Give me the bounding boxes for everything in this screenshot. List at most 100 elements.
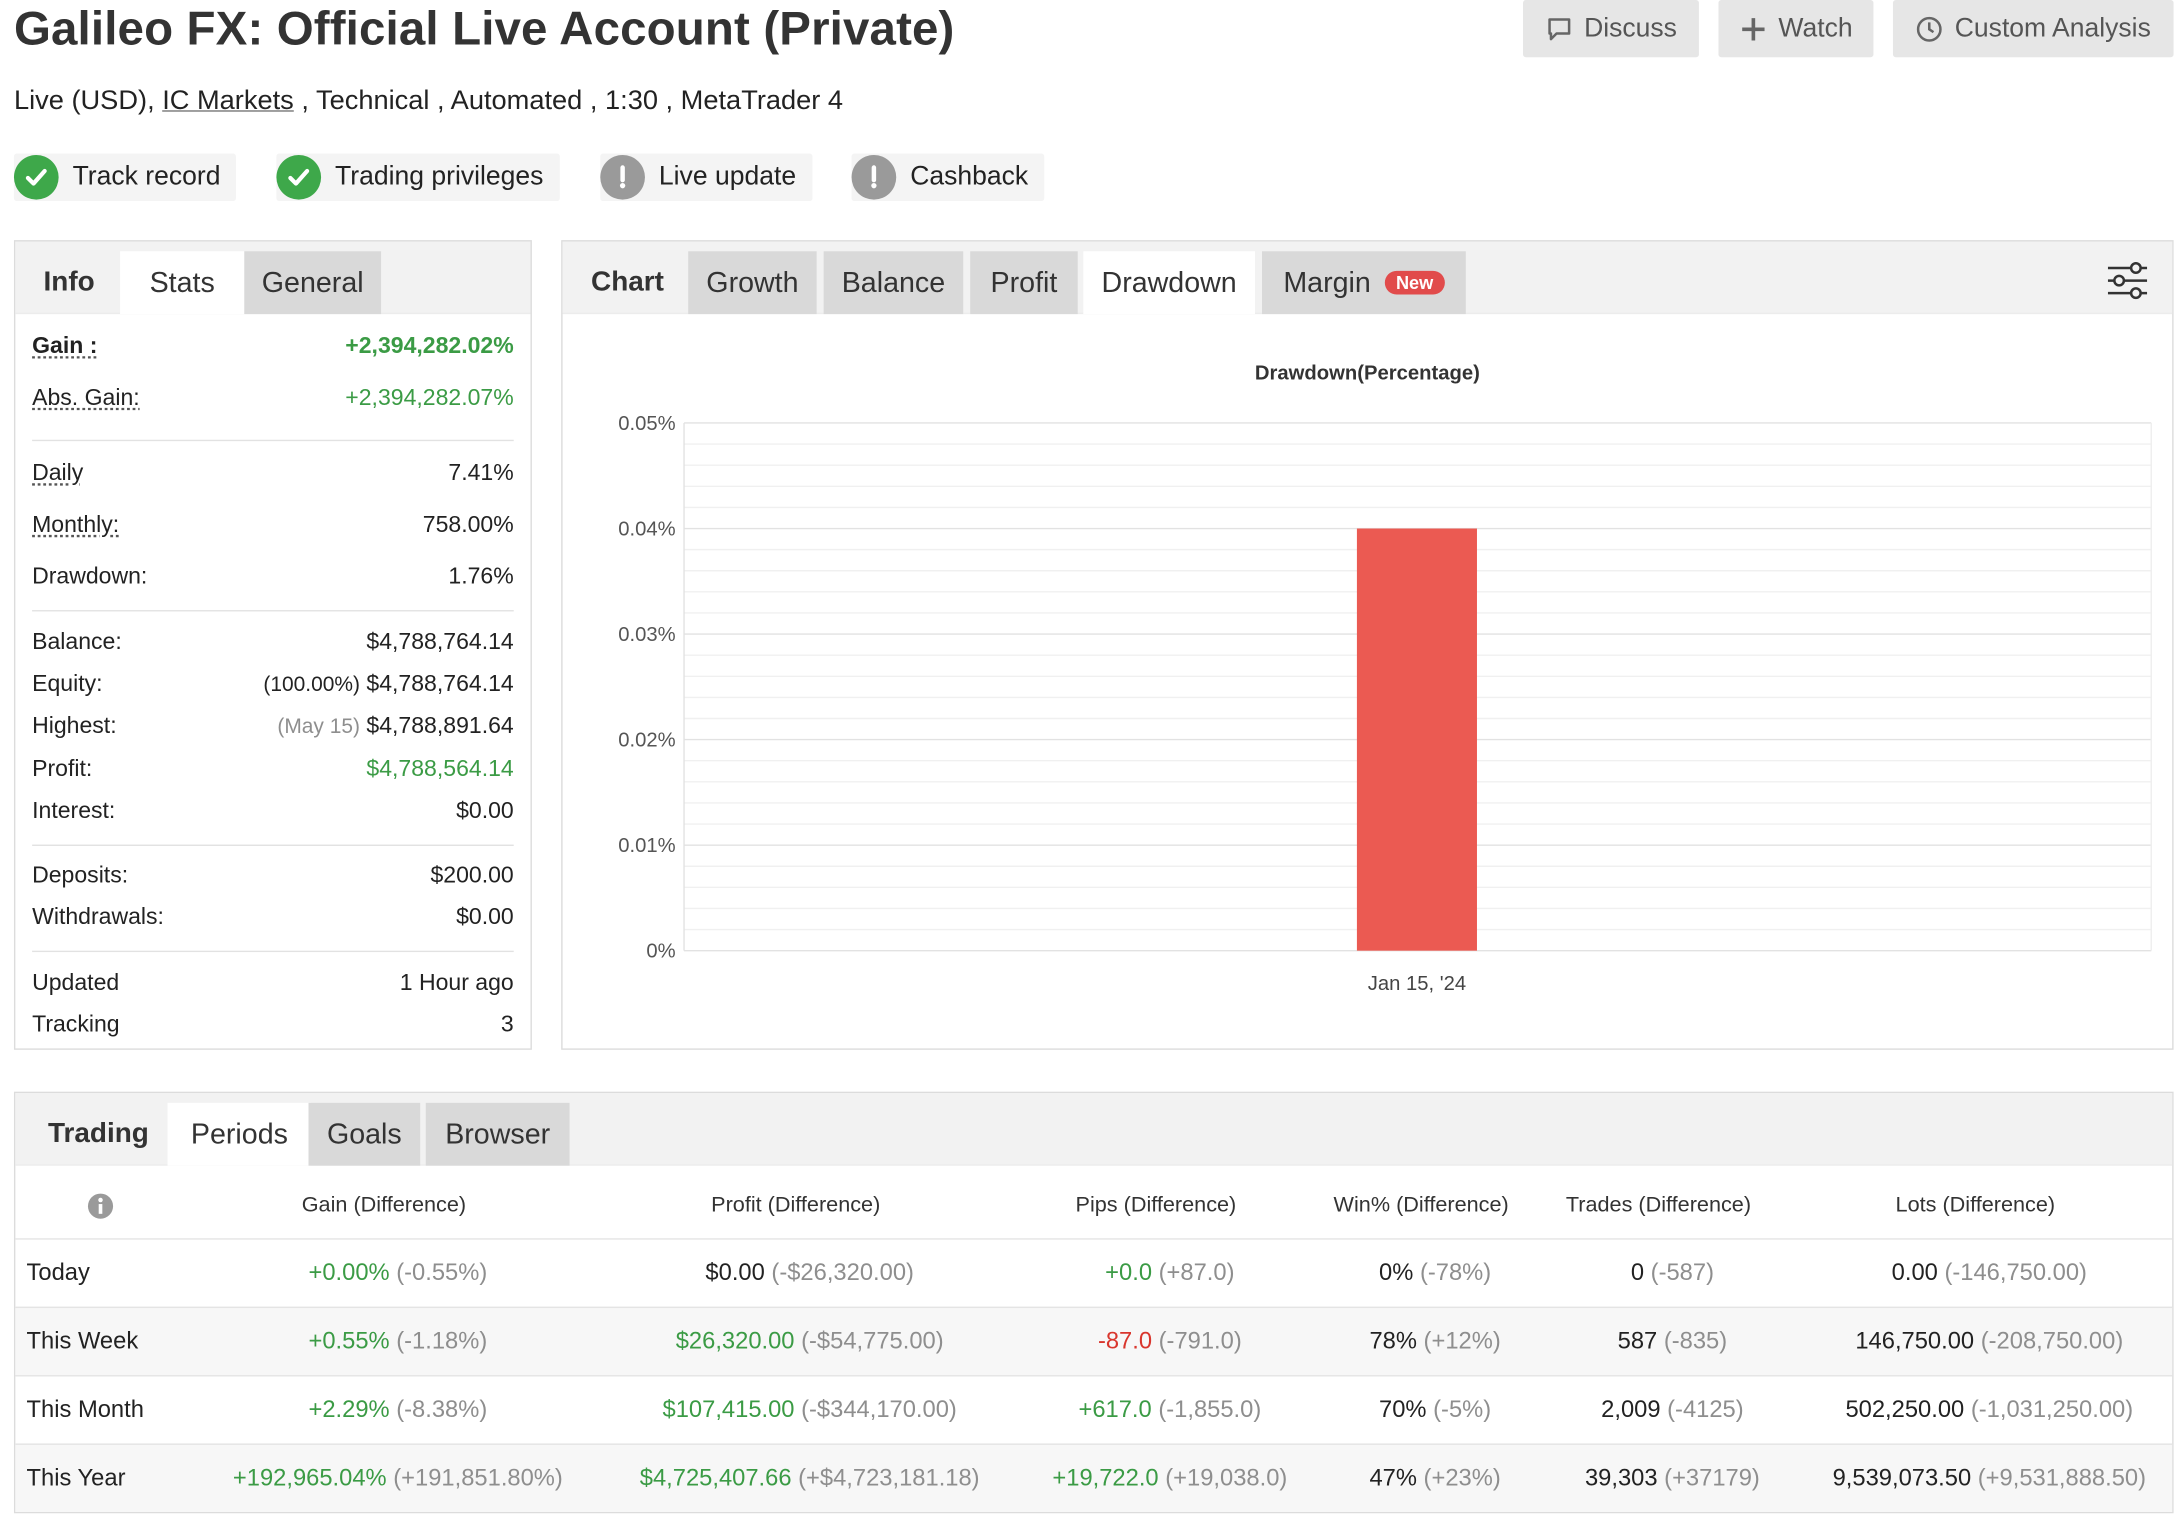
cell-difference: (+$4,723,181.18): [798, 1464, 980, 1491]
tab-browser[interactable]: Browser: [425, 1102, 570, 1166]
stat-abs-gain: Abs. Gain: +2,394,282.07%: [32, 385, 514, 412]
cell-difference: (-1,031,250.00): [1970, 1396, 2134, 1423]
stat-monthly: Monthly: 758.00%: [32, 512, 514, 539]
table-cell: +0.0 (+87.0): [1105, 1259, 1234, 1287]
discuss-button[interactable]: Discuss: [1523, 0, 1699, 58]
table-cell: +617.0 (-1,855.0): [1078, 1396, 1261, 1424]
tab-margin[interactable]: Margin New: [1261, 251, 1466, 315]
stat-label: Abs. Gain:: [32, 385, 140, 411]
cell-value: 146,750.00: [1855, 1327, 1975, 1355]
cell-difference: (-78%): [1419, 1259, 1492, 1286]
period-label: This Week: [26, 1327, 139, 1355]
table-cell: 2,009 (-4125): [1601, 1396, 1744, 1424]
tab-chart[interactable]: Chart: [591, 266, 664, 298]
tab-profit[interactable]: Profit: [970, 251, 1078, 315]
cell-value: 587: [1617, 1327, 1658, 1355]
stat-value: $4,788,764.14: [366, 671, 514, 697]
tab-goals[interactable]: Goals: [308, 1102, 421, 1166]
cell-difference: (+23%): [1423, 1464, 1501, 1491]
trading-tabbar: Trading Periods Goals Browser: [15, 1093, 2173, 1166]
cell-value: +617.0: [1078, 1396, 1152, 1423]
table-cell: -87.0 (-791.0): [1098, 1328, 1242, 1356]
stat-value: $0.00: [456, 904, 514, 930]
settings-sliders-icon[interactable]: [2104, 260, 2151, 302]
watch-button[interactable]: Watch: [1718, 0, 1874, 58]
stat-label: Equity:: [32, 671, 103, 697]
tab-trading[interactable]: Trading: [47, 1118, 149, 1149]
column-header: Lots (Difference): [1895, 1193, 2056, 1218]
chart-panel: Chart Growth Balance Profit Drawdown Mar…: [561, 240, 2174, 1050]
stat-label: Deposits:: [32, 862, 129, 888]
cell-difference: (-0.55%): [396, 1259, 488, 1286]
stat-value: 7.41%: [448, 460, 514, 486]
table-cell: 70% (-5%): [1379, 1396, 1491, 1424]
stat-label: Daily: [32, 460, 84, 486]
cell-value: 502,250.00: [1845, 1396, 1965, 1423]
table-cell: 39,303 (+37179): [1585, 1464, 1760, 1492]
clock-icon: [1917, 16, 1943, 42]
stat-label: Profit:: [32, 756, 93, 782]
table-cell: +19,722.0 (+19,038.0): [1052, 1464, 1287, 1492]
y-tick-label: 0%: [646, 941, 675, 963]
comment-icon: [1547, 17, 1570, 40]
stat-label: Drawdown:: [32, 563, 148, 590]
trading-panel: Trading Periods Goals Browser: [13, 1091, 2174, 1514]
table-cell: 587 (-835): [1618, 1328, 1728, 1356]
exclamation-icon: [851, 154, 897, 200]
tab-growth[interactable]: Growth: [688, 251, 817, 315]
cell-value: +2.29%: [308, 1396, 390, 1423]
stat-label: Highest:: [32, 713, 117, 739]
table-row: This Month +2.29% (-8.38%) $107,415.00 (-$…: [15, 1375, 2173, 1443]
column-header: Profit (Difference): [711, 1193, 881, 1218]
stat-label: Interest:: [32, 798, 116, 824]
cell-value: 39,303: [1584, 1464, 1658, 1491]
drawdown-bar[interactable]: [1356, 528, 1477, 951]
stat-value: 758.00%: [422, 512, 514, 538]
stat-value: 1 Hour ago: [399, 970, 514, 996]
cell-value: 70%: [1379, 1396, 1427, 1423]
column-header: Trades (Difference): [1565, 1193, 1752, 1218]
tab-margin-label: Margin: [1283, 265, 1371, 299]
custom-analysis-button[interactable]: Custom Analysis: [1892, 0, 2174, 58]
stat-value: $200.00: [430, 862, 514, 888]
table-cell: $26,320.00 (-$54,775.00): [676, 1328, 944, 1356]
table-cell: +0.00% (-0.55%): [308, 1259, 487, 1287]
column-header: Win% (Difference): [1333, 1193, 1509, 1218]
badge-live-update: Live update: [600, 153, 813, 202]
tab-periods[interactable]: Periods: [167, 1102, 312, 1166]
table-row: Today +0.00% (-0.55%) $0.00 (-$26,320.00) +…: [15, 1238, 2173, 1306]
tab-info[interactable]: Info: [43, 266, 95, 298]
stat-balance: Balance: $4,788,764.14: [32, 630, 514, 657]
cell-value: +0.0: [1105, 1259, 1153, 1286]
stat-value: 1.76%: [448, 563, 514, 590]
cell-difference: (-$26,320.00): [771, 1259, 914, 1286]
y-tick-label: 0.04%: [618, 519, 675, 541]
tab-balance[interactable]: Balance: [823, 251, 964, 315]
cell-difference: (+37179): [1664, 1464, 1760, 1491]
stat-label: Balance:: [32, 629, 122, 655]
stat-value: $4,788,891.64: [366, 713, 514, 739]
badge-cashback: Cashback: [851, 153, 1045, 202]
cell-value: $26,320.00: [675, 1327, 795, 1355]
stat-value: $4,788,564.14: [366, 756, 514, 782]
stat-deposits: Deposits: $200.00: [32, 863, 514, 890]
plus-icon: [1742, 17, 1765, 40]
badge-trading-privileges: Trading privileges: [276, 153, 560, 202]
tab-general[interactable]: General: [244, 251, 382, 315]
cell-value: $0.00: [705, 1259, 765, 1286]
custom-analysis-label: Custom Analysis: [1954, 13, 2151, 43]
tab-stats[interactable]: Stats: [120, 251, 245, 315]
divider: [32, 844, 514, 846]
cell-value: +0.00%: [308, 1259, 390, 1286]
cell-value: 0%: [1379, 1259, 1414, 1286]
cell-difference: (-5%): [1433, 1396, 1492, 1423]
info-icon[interactable]: [87, 1192, 115, 1220]
cell-difference: (+19,038.0): [1165, 1464, 1288, 1491]
cell-difference: (-$54,775.00): [801, 1327, 944, 1355]
period-label: This Year: [26, 1464, 126, 1491]
broker-link[interactable]: IC Markets: [162, 85, 294, 116]
stat-equity: Equity: (100.00%) $4,788,764.14: [32, 671, 514, 698]
tab-drawdown[interactable]: Drawdown: [1083, 251, 1256, 315]
check-icon: [276, 154, 322, 200]
divider: [32, 610, 514, 612]
